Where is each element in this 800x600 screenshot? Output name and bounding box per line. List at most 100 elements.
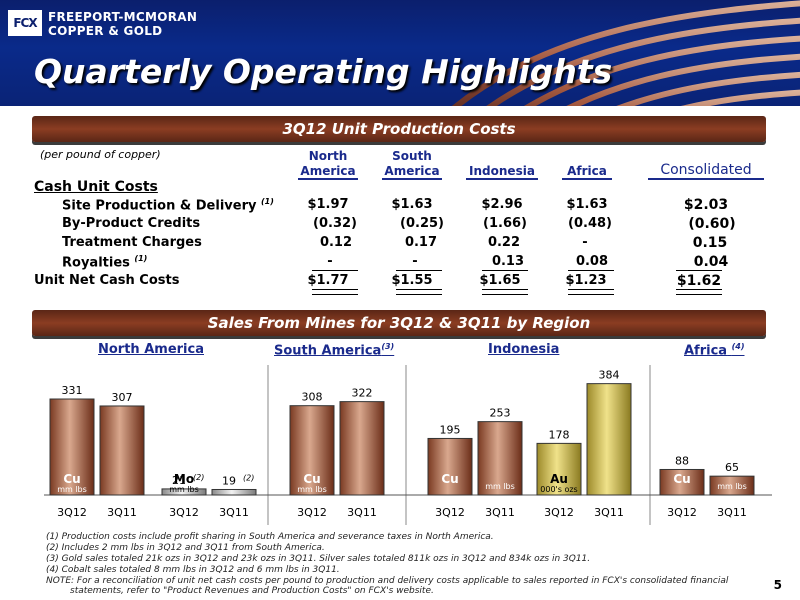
bar-cu-2-3q12 [289, 405, 335, 496]
period-tick-label: 3Q12 [435, 506, 465, 519]
row-label-byproduct: By-Product Credits [62, 216, 201, 231]
slide-header: FCX FREEPORT-MCMORAN COPPER & GOLD Quart… [0, 0, 800, 106]
footnote-note: NOTE: For a reconciliation of unit net c… [46, 576, 729, 586]
commodity-label: Cu [441, 472, 458, 486]
underline-cons [676, 270, 722, 271]
cell-treat-id: 0.22 [487, 235, 521, 250]
cell-site-na: $1.97 [307, 197, 349, 212]
row-label-treatment: Treatment Charges [62, 235, 202, 250]
underline-sa [396, 270, 442, 271]
cell-net-af: $1.23 [565, 273, 607, 288]
unit-label: mm lbs [297, 485, 327, 494]
bar-value-label: 178 [549, 428, 570, 441]
cell-treat-na: 0.12 [319, 235, 353, 250]
bar-value-note: (2) [193, 473, 204, 482]
col-header-consolidated: Consolidated [648, 162, 764, 180]
company-logo: FCX [8, 10, 42, 36]
bar-cu-2-3q11 [339, 401, 385, 496]
cell-roy-sa: - [412, 254, 418, 269]
bar-value-label: 88 [675, 454, 689, 467]
company-name-line1: FREEPORT-MCMORAN [48, 10, 198, 24]
period-tick-label: 3Q12 [297, 506, 327, 519]
col-header-north-line1: North [308, 149, 348, 163]
commodity-label: Cu [63, 472, 80, 486]
cash-unit-costs-heading: Cash Unit Costs [34, 179, 158, 195]
col-header-south-line2: America [382, 164, 442, 180]
period-tick-label: 3Q11 [107, 506, 137, 519]
sales-section-bar: Sales From Mines for 3Q12 & 3Q11 by Regi… [32, 310, 766, 336]
footnote-4: (4) Cobalt sales totaled 8 mm lbs in 3Q1… [46, 565, 340, 575]
unit-costs-section-bar: 3Q12 Unit Production Costs [32, 116, 766, 142]
region-africa: Africa (4) [684, 342, 745, 359]
unit-label: mm lbs [485, 482, 515, 491]
double-underline-af [568, 289, 614, 295]
period-tick-label: 3Q11 [347, 506, 377, 519]
per-pound-note: (per pound of copper) [40, 148, 161, 161]
period-tick-label: 3Q12 [667, 506, 697, 519]
cell-net-sa: $1.55 [391, 273, 433, 288]
bar-cu-5-3q12 [659, 468, 705, 496]
commodity-label: Cu [303, 472, 320, 486]
bar-mo-1-3q12 [161, 488, 207, 496]
double-underline-sa [396, 289, 442, 295]
copper-wire-graphic [451, 0, 800, 106]
cell-roy-na: - [327, 254, 333, 269]
cell-net-cons: $1.62 [676, 273, 722, 289]
cell-roy-id: 0.13 [491, 254, 525, 269]
footnote-2: (2) Includes 2 mm lbs in 3Q12 and 3Q11 f… [46, 543, 325, 553]
bar-au-4-3q11 [586, 383, 632, 496]
sales-section-title: Sales From Mines for 3Q12 & 3Q11 by Regi… [207, 314, 591, 332]
cell-byprod-cons: (0.60) [688, 216, 736, 232]
cell-roy-cons: 0.04 [693, 254, 729, 270]
page-number: 5 [773, 578, 782, 592]
period-tick-label: 3Q11 [717, 506, 747, 519]
col-header-north-line2: America [298, 164, 358, 180]
underline-id [482, 270, 528, 271]
bar-value-label: 384 [599, 369, 620, 382]
bar-cu-3-3q11 [477, 421, 523, 496]
commodity-label: Mo [174, 472, 194, 486]
period-tick-label: 3Q11 [219, 506, 249, 519]
cell-byprod-af: (0.48) [568, 216, 612, 231]
double-underline-id [482, 289, 528, 295]
cell-byprod-na: (0.32) [313, 216, 357, 231]
cell-site-cons: $2.03 [683, 197, 729, 213]
double-underline-na [312, 289, 358, 295]
bar-mo-1-3q11 [211, 488, 257, 496]
unit-costs-section-title: 3Q12 Unit Production Costs [282, 120, 516, 138]
footnote-3: (3) Gold sales totaled 21k ozs in 3Q12 a… [46, 554, 591, 564]
commodity-label: Au [550, 472, 568, 486]
period-tick-label: 3Q12 [169, 506, 199, 519]
region-indonesia: Indonesia [488, 342, 560, 357]
bar-value-note: (2) [243, 473, 254, 482]
commodity-label: Cu [673, 472, 690, 486]
bar-value-label: 65 [725, 461, 739, 474]
bar-value-label: 195 [440, 423, 461, 436]
row-label-royalties: Royalties (1) [62, 254, 148, 271]
bar-value-label: 308 [302, 391, 323, 404]
cell-roy-af: 0.08 [575, 254, 609, 269]
cell-site-af: $1.63 [566, 197, 608, 212]
bar-cu-0-3q11 [99, 405, 145, 496]
cell-net-na: $1.77 [307, 273, 349, 288]
cell-treat-sa: 0.17 [404, 235, 438, 250]
bar-au-4-3q12 [536, 442, 582, 496]
unit-label: mm lbs [169, 485, 199, 494]
underline-af [568, 270, 614, 271]
row-label-site-production: Site Production & Delivery (1) [62, 197, 274, 214]
bar-value-label: 331 [62, 384, 83, 397]
footnote-note-cont: statements, refer to "Product Revenues a… [70, 586, 434, 596]
footnote-1: (1) Production costs include profit shar… [46, 532, 494, 542]
bar-cu-0-3q12 [49, 398, 95, 496]
col-header-indonesia: Indonesia [466, 164, 538, 180]
unit-label: mm lbs [57, 485, 87, 494]
double-underline-cons [676, 289, 722, 295]
cell-site-id: $2.96 [481, 197, 523, 212]
bar-cu-3-3q12 [427, 437, 473, 496]
col-header-africa: Africa [562, 164, 612, 180]
cell-treat-af: - [582, 235, 588, 250]
period-tick-label: 3Q12 [57, 506, 87, 519]
cell-net-id: $1.65 [479, 273, 521, 288]
period-tick-label: 3Q11 [594, 506, 624, 519]
